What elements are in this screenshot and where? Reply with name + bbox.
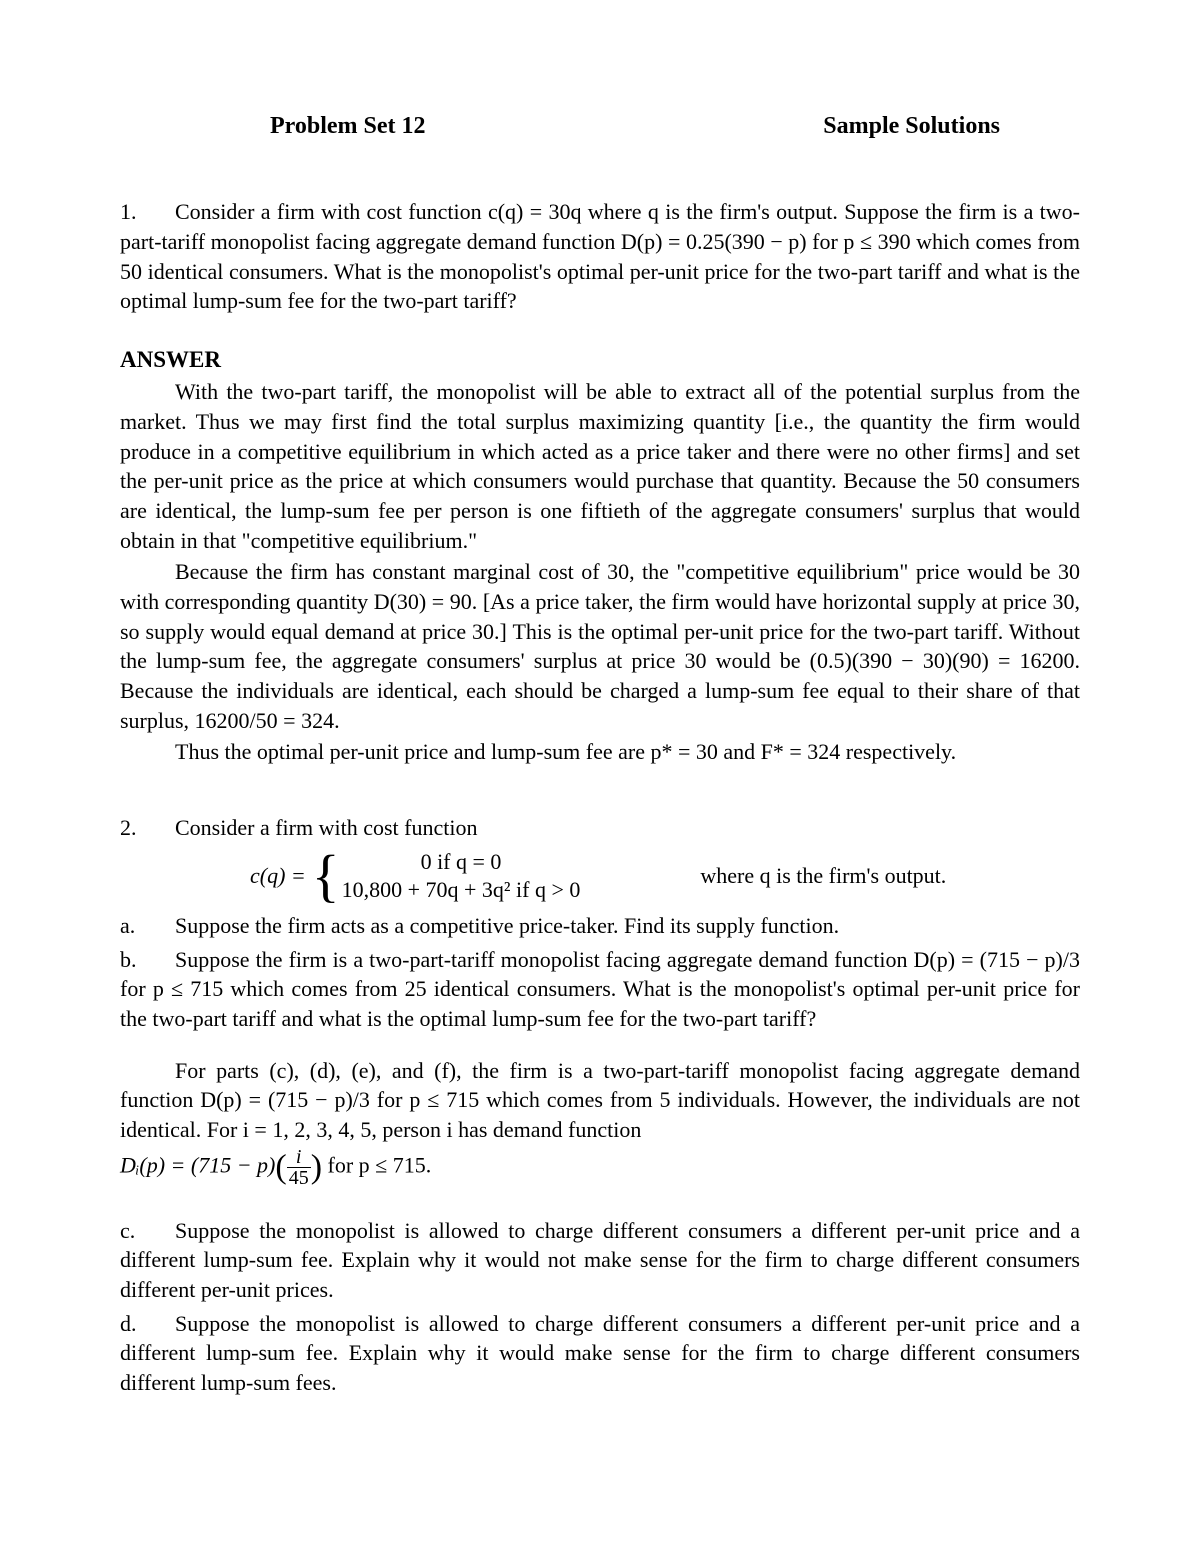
q2-di-equation: Dᵢ(p) = (715 − p)(i45) for p ≤ 715. [120,1147,1080,1188]
q2-cd-intro: For parts (c), (d), (e), and (f), the fi… [120,1056,1080,1145]
q2-cost-equation: c(q) = { 0 if q = 0 10,800 + 70q + 3q² i… [120,847,1080,905]
label-a: a. [120,911,175,941]
rparen-icon: ) [311,1148,322,1185]
q1-text: 1.Consider a firm with cost function c(q… [120,197,1080,316]
case1: 0 if q = 0 [342,848,581,876]
label-b: b. [120,945,175,975]
a1-p2: Because the firm has constant marginal c… [120,557,1080,735]
di-fraction: i45 [287,1147,311,1188]
q2d: d.Suppose the monopolist is allowed to c… [120,1309,1080,1398]
header-left: Problem Set 12 [270,110,426,142]
lparen-icon: ( [275,1148,286,1185]
di-pre: Dᵢ(p) = (715 − p) [120,1152,275,1177]
a1-p1: With the two-part tariff, the monopolist… [120,377,1080,555]
q2a-text: Suppose the firm acts as a competitive p… [175,913,839,938]
label-c: c. [120,1216,175,1246]
eq-cases: 0 if q = 0 10,800 + 70q + 3q² if q > 0 [342,848,581,903]
q2-lead-text: Consider a firm with cost function [175,815,477,840]
q2-number: 2. [120,813,175,843]
q2b-text: Suppose the firm is a two-part-tariff mo… [120,947,1080,1031]
q2d-text: Suppose the monopolist is allowed to cha… [120,1311,1080,1395]
q1-number: 1. [120,197,175,227]
q2b: b.Suppose the firm is a two-part-tariff … [120,945,1080,1034]
answer-heading: ANSWER [120,344,1080,375]
page-header: Problem Set 12 Sample Solutions [120,110,1080,142]
a1-p3: Thus the optimal per-unit price and lump… [120,737,1080,767]
brace-icon: { [312,847,340,905]
eq-lhs: c(q) = [250,861,306,891]
header-right: Sample Solutions [823,110,1000,142]
eq-left: c(q) = { 0 if q = 0 10,800 + 70q + 3q² i… [120,847,580,905]
di-post: for p ≤ 715. [322,1152,431,1177]
q2-lead: 2.Consider a firm with cost function [120,813,1080,843]
document-page: Problem Set 12 Sample Solutions 1.Consid… [0,0,1200,1553]
q1-body: Consider a firm with cost function c(q) … [120,199,1080,313]
label-d: d. [120,1309,175,1339]
q2c-text: Suppose the monopolist is allowed to cha… [120,1218,1080,1302]
frac-num: i [296,1147,302,1167]
q2a: a.Suppose the firm acts as a competitive… [120,911,1080,941]
eq-rhs: where q is the firm's output. [580,861,946,891]
frac-den: 45 [287,1167,311,1188]
case2: 10,800 + 70q + 3q² if q > 0 [342,876,581,904]
q2c: c.Suppose the monopolist is allowed to c… [120,1216,1080,1305]
